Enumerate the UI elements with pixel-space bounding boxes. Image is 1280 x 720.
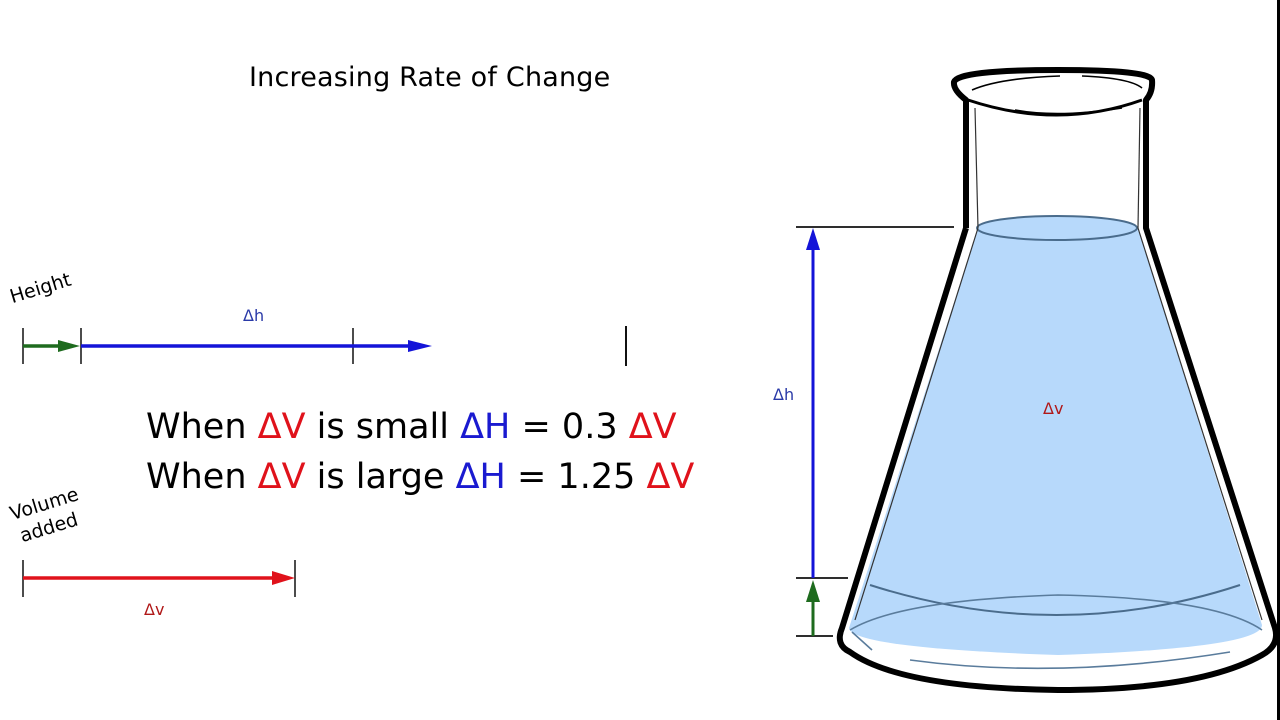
equation-text: is small (305, 407, 461, 447)
red-arrowhead-icon (272, 571, 295, 585)
flask-measurement (796, 226, 954, 637)
blue-up-arrowhead-icon (806, 228, 820, 250)
equation-small: When ΔV is small ΔH = 0.3 ΔV (146, 406, 677, 448)
blue-arrowhead-icon (408, 340, 432, 352)
equation-large: When ΔV is large ΔH = 1.25 ΔV (146, 456, 694, 498)
height-number-line (22, 326, 627, 366)
equation-text: When (146, 407, 258, 447)
delta-v-term: ΔV (257, 457, 306, 497)
delta-h-term: ΔH (460, 407, 511, 447)
green-up-arrowhead-icon (806, 580, 820, 602)
equation-text: = 1.25 (505, 457, 647, 497)
equation-text: = 0.3 (510, 407, 629, 447)
erlenmeyer-flask (836, 67, 1280, 693)
volume-number-line (22, 560, 296, 597)
delta-v-term: ΔV (646, 457, 695, 497)
volume-delta-label: Δv (144, 600, 165, 619)
flask-delta-v-label: Δv (1043, 399, 1064, 418)
delta-v-term: ΔV (257, 407, 306, 447)
delta-v-term: ΔV (628, 407, 677, 447)
delta-h-term: ΔH (455, 457, 506, 497)
equation-text: is large (305, 457, 456, 497)
equation-text: When (146, 457, 258, 497)
green-arrowhead-icon (58, 340, 80, 352)
height-delta-label: Δh (243, 306, 265, 325)
flask-delta-h-label: Δh (773, 385, 795, 404)
page-title: Increasing Rate of Change (249, 62, 611, 93)
right-edge-bar (1277, 0, 1280, 720)
